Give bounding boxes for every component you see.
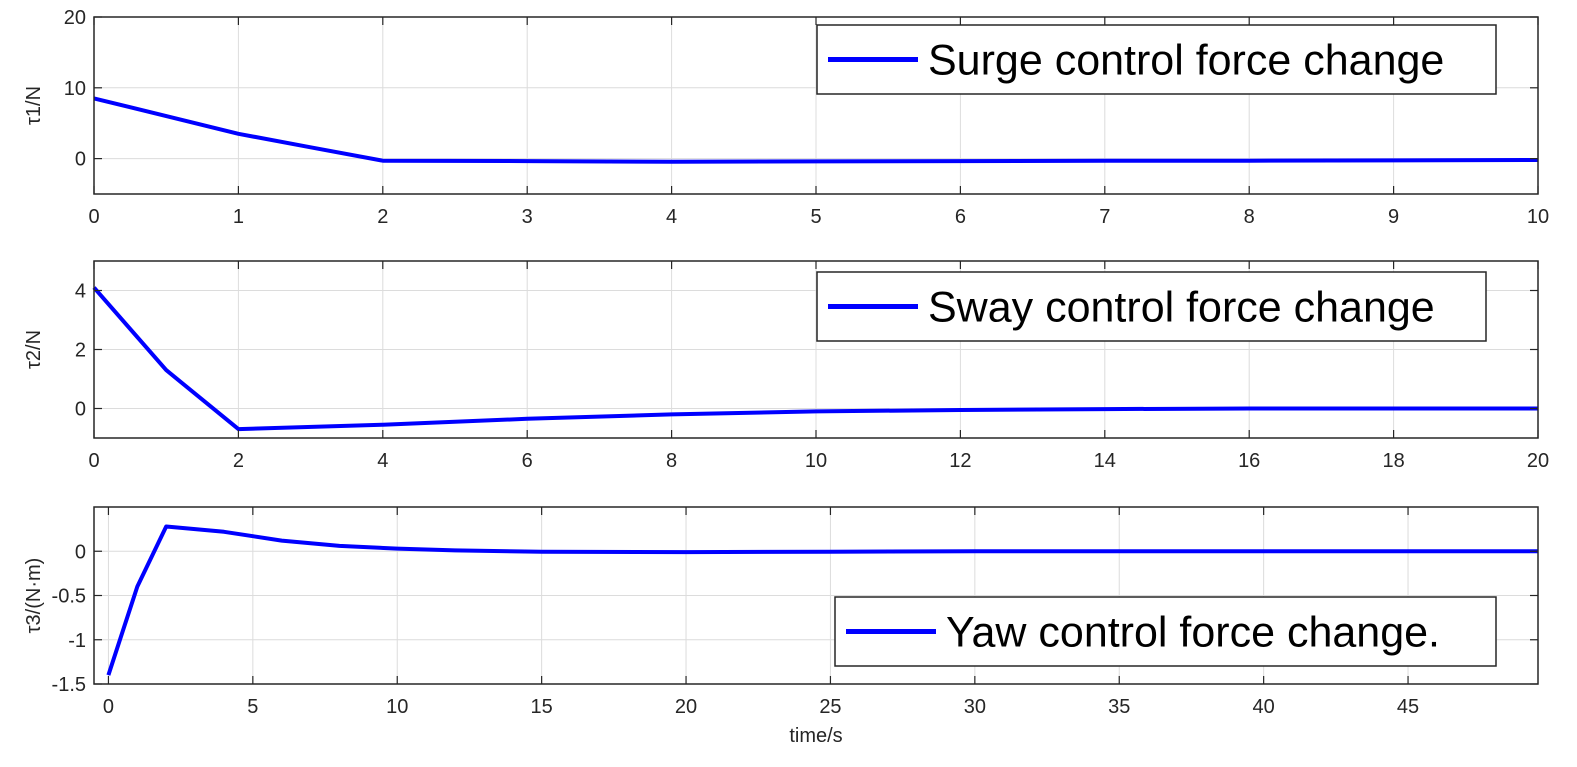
x-tick-label: 8 [666, 450, 677, 472]
legend: Yaw control force change. [834, 596, 1497, 667]
y-tick-label: 0 [75, 149, 86, 171]
legend: Surge control force change [816, 24, 1497, 95]
x-tick-label: 8 [1244, 206, 1255, 228]
legend-box [834, 596, 1497, 667]
y-axis-label: τ1/N [23, 86, 45, 125]
series-line [92, 286, 1538, 432]
x-tick-label: 6 [955, 206, 966, 228]
x-tick-label: 14 [1094, 450, 1116, 472]
legend-box [816, 271, 1487, 342]
x-tick-label: 0 [88, 450, 99, 472]
x-tick-label: 4 [666, 206, 677, 228]
y-tick-label: 20 [64, 7, 86, 29]
x-tick-label: 10 [386, 696, 408, 718]
x-tick-label: 5 [810, 206, 821, 228]
x-tick-label: 5 [247, 696, 258, 718]
legend-label: Sway control force change [928, 284, 1435, 332]
legend-label: Yaw control force change. [946, 609, 1440, 657]
x-tick-label: 16 [1238, 450, 1260, 472]
subplot-3: 0 5 10 15 20 25 30 35 40 45 -1.5 -1 -0.5 0 τ3/(N·m) tim… [23, 506, 1539, 747]
y-tick-label: 0 [75, 399, 86, 421]
x-tick-label: 3 [522, 206, 533, 228]
x-tick-label: 45 [1397, 696, 1419, 718]
x-axis-label: time/s [789, 725, 842, 747]
x-tick-label: 15 [531, 696, 553, 718]
subplot-1: 0 1 2 3 4 5 6 7 8 9 10 0 10 20 τ1/N Surge control force… [23, 7, 1549, 228]
x-tick-label: 35 [1108, 696, 1130, 718]
x-tick-label: 9 [1388, 206, 1399, 228]
x-tick-label: 10 [1527, 206, 1549, 228]
legend-label: Surge control force change [928, 37, 1444, 85]
x-tick-label: 12 [949, 450, 971, 472]
x-tick-label: 1 [233, 206, 244, 228]
x-tick-label: 7 [1099, 206, 1110, 228]
x-tick-label: 6 [522, 450, 533, 472]
x-tick-label: 2 [233, 450, 244, 472]
y-tick-label: 2 [75, 340, 86, 362]
y-tick-label: 0 [75, 541, 86, 563]
legend-box [816, 24, 1497, 95]
y-tick-label: -1 [68, 630, 86, 652]
x-tick-label: 20 [675, 696, 697, 718]
x-tick-label: 4 [377, 450, 388, 472]
y-tick-label: -1.5 [52, 674, 86, 696]
legend: Sway control force change [816, 271, 1487, 342]
x-tick-label: 25 [819, 696, 841, 718]
subplot-2: 0 2 4 6 8 10 12 14 16 18 20 0 2 4 τ2/N Sway control for… [23, 260, 1549, 472]
x-tick-label: 0 [103, 696, 114, 718]
y-tick-label: 10 [64, 78, 86, 100]
y-tick-label: -0.5 [52, 586, 86, 608]
x-tick-label: 18 [1382, 450, 1404, 472]
x-tick-label: 0 [88, 206, 99, 228]
series-line [93, 96, 1539, 164]
x-tick-label: 10 [805, 450, 827, 472]
x-tick-label: 30 [964, 696, 986, 718]
x-tick-label: 20 [1527, 450, 1549, 472]
x-tick-label: 40 [1253, 696, 1275, 718]
series-line [106, 524, 1538, 676]
y-tick-label: 4 [75, 281, 86, 303]
x-tick-label: 2 [377, 206, 388, 228]
y-axis-label: τ2/N [23, 330, 45, 369]
y-axis-label: τ3/(N·m) [23, 558, 45, 634]
